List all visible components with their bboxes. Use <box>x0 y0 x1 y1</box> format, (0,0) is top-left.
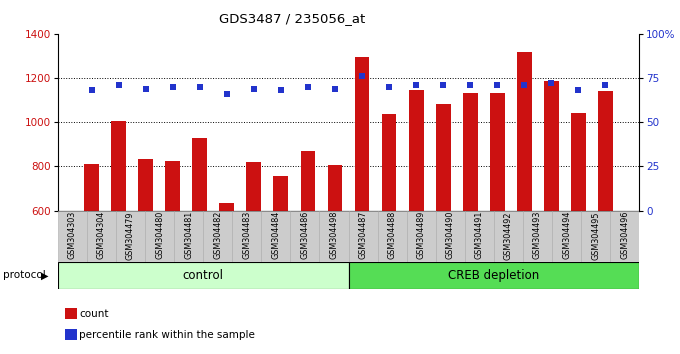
Point <box>573 87 583 93</box>
Bar <box>581 211 610 262</box>
Point <box>222 91 233 97</box>
Bar <box>58 211 87 262</box>
Bar <box>116 211 145 262</box>
Point <box>492 82 503 88</box>
Text: protocol: protocol <box>3 270 46 280</box>
Point <box>411 82 422 88</box>
Point <box>438 82 449 88</box>
Text: GSM304484: GSM304484 <box>271 211 280 259</box>
Point <box>519 82 530 88</box>
Bar <box>112 121 126 211</box>
Text: GSM304493: GSM304493 <box>533 211 542 259</box>
Point <box>140 86 151 91</box>
Text: GSM304494: GSM304494 <box>562 211 571 259</box>
Bar <box>354 57 369 211</box>
Text: GSM304489: GSM304489 <box>417 211 426 259</box>
Bar <box>246 162 261 211</box>
Bar <box>517 52 532 211</box>
Text: GSM304496: GSM304496 <box>620 211 629 259</box>
Bar <box>145 211 174 262</box>
Point <box>194 84 205 90</box>
Point <box>275 87 286 93</box>
Bar <box>465 211 494 262</box>
Text: GSM304492: GSM304492 <box>504 211 513 259</box>
Bar <box>87 211 116 262</box>
Bar <box>328 165 343 211</box>
Bar <box>544 81 559 211</box>
Text: GSM304482: GSM304482 <box>214 211 222 259</box>
Bar <box>232 211 261 262</box>
Text: GSM304479: GSM304479 <box>126 211 135 259</box>
Bar <box>552 211 581 262</box>
Text: GSM304491: GSM304491 <box>475 211 483 259</box>
Text: ▶: ▶ <box>41 270 49 280</box>
Text: count: count <box>79 309 108 319</box>
Point <box>546 80 557 86</box>
Bar <box>494 211 523 262</box>
Bar <box>348 262 639 289</box>
Text: GSM304487: GSM304487 <box>358 211 367 259</box>
Bar <box>409 90 424 211</box>
Bar <box>490 93 505 211</box>
Bar <box>290 211 320 262</box>
Text: GSM304483: GSM304483 <box>242 211 251 259</box>
Point <box>330 86 341 91</box>
Bar <box>598 91 613 211</box>
Bar <box>571 113 585 211</box>
Point <box>86 87 97 93</box>
Bar <box>377 211 407 262</box>
Text: control: control <box>183 269 224 282</box>
Text: GSM304486: GSM304486 <box>301 211 309 259</box>
Bar <box>407 211 436 262</box>
Point <box>114 82 124 88</box>
Bar <box>174 211 203 262</box>
Point <box>464 82 475 88</box>
Bar <box>203 211 232 262</box>
Bar <box>58 262 348 289</box>
Point <box>167 84 178 90</box>
Text: GDS3487 / 235056_at: GDS3487 / 235056_at <box>219 12 366 25</box>
Bar <box>301 151 316 211</box>
Text: GSM304481: GSM304481 <box>184 211 193 259</box>
Text: CREB depletion: CREB depletion <box>448 269 539 282</box>
Bar <box>462 93 477 211</box>
Text: GSM304480: GSM304480 <box>155 211 164 259</box>
Bar <box>436 211 465 262</box>
Bar <box>261 211 290 262</box>
Point <box>248 86 259 91</box>
Text: GSM304498: GSM304498 <box>330 211 339 259</box>
Bar <box>348 211 377 262</box>
Text: GSM304304: GSM304304 <box>97 211 106 259</box>
Bar <box>523 211 552 262</box>
Bar <box>220 203 235 211</box>
Bar <box>610 211 639 262</box>
Bar <box>320 211 348 262</box>
Bar <box>273 176 288 211</box>
Bar <box>192 138 207 211</box>
Point <box>356 73 367 79</box>
Bar <box>165 161 180 211</box>
Text: GSM304488: GSM304488 <box>388 211 396 259</box>
Text: percentile rank within the sample: percentile rank within the sample <box>79 330 255 340</box>
Bar <box>381 114 396 211</box>
Bar <box>436 104 451 211</box>
Text: GSM304495: GSM304495 <box>591 211 600 259</box>
Bar <box>84 164 99 211</box>
Bar <box>138 159 153 211</box>
Point <box>600 82 611 88</box>
Text: GSM304490: GSM304490 <box>446 211 455 259</box>
Text: GSM304303: GSM304303 <box>68 211 77 259</box>
Point <box>303 84 313 90</box>
Point <box>384 84 394 90</box>
